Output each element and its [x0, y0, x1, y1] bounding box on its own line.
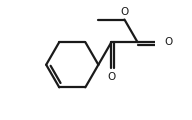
Text: O: O — [120, 7, 129, 17]
Text: O: O — [165, 37, 173, 47]
Text: O: O — [107, 72, 116, 82]
